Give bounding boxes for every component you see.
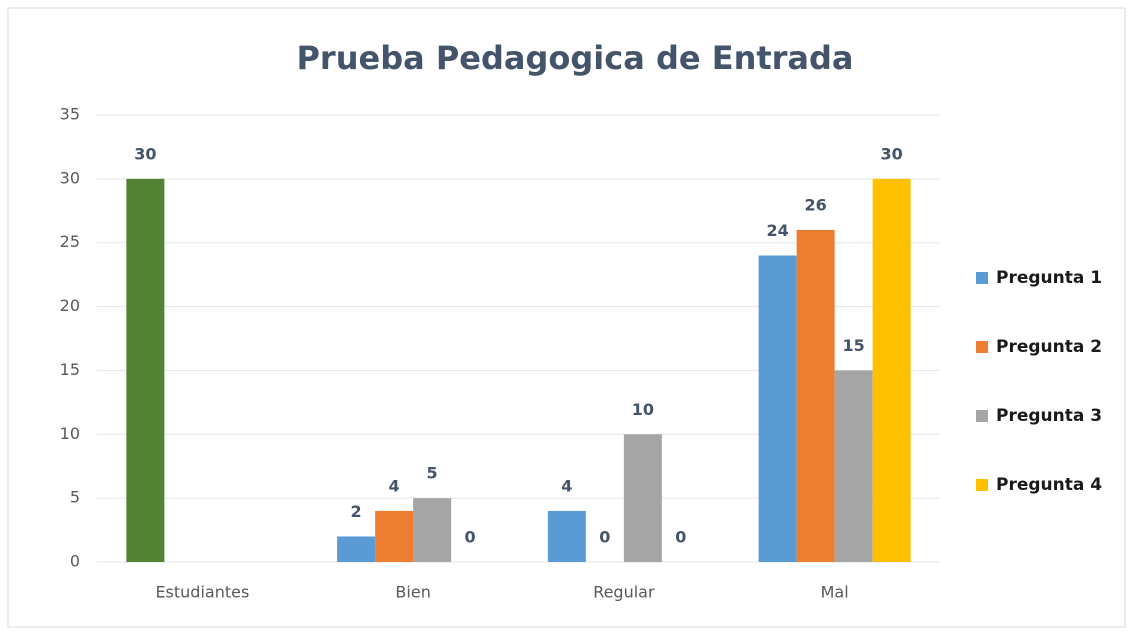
y-tick-label: 15 — [60, 360, 80, 379]
bar — [834, 370, 873, 562]
x-tick-label: Regular — [593, 583, 655, 602]
y-tick-label: 10 — [60, 424, 80, 443]
data-label: 5 — [427, 464, 438, 483]
y-tick-label: 0 — [70, 552, 80, 571]
y-tick-label: 30 — [60, 168, 80, 187]
bar — [126, 178, 165, 562]
legend-label: Pregunta 2 — [996, 337, 1102, 357]
data-label: 24 — [766, 221, 788, 240]
legend-label: Pregunta 3 — [996, 406, 1102, 426]
data-label: 4 — [561, 476, 572, 495]
bar — [758, 255, 797, 562]
data-label: 2 — [351, 502, 362, 521]
data-label: 30 — [134, 144, 156, 163]
bar — [337, 536, 376, 562]
legend-label: Pregunta 4 — [996, 475, 1102, 495]
data-label: 26 — [804, 195, 826, 214]
bar — [623, 434, 662, 562]
data-label: 15 — [842, 336, 864, 355]
x-tick-label: Estudiantes — [155, 583, 249, 602]
legend-swatch — [976, 410, 988, 422]
y-tick-label: 35 — [60, 105, 80, 124]
bar — [375, 510, 414, 562]
data-label: 30 — [880, 144, 902, 163]
bar — [547, 510, 586, 562]
bar — [796, 229, 835, 562]
y-tick-label: 25 — [60, 232, 80, 251]
legend-swatch — [976, 479, 988, 491]
x-tick-label: Bien — [395, 583, 430, 602]
chart-title: Prueba Pedagogica de Entrada — [296, 39, 853, 77]
data-label: 10 — [632, 400, 654, 419]
x-tick-label: Mal — [821, 583, 849, 602]
data-label: 0 — [599, 528, 610, 547]
data-label: 4 — [389, 476, 400, 495]
legend-label: Pregunta 1 — [996, 268, 1102, 288]
bar — [872, 178, 911, 562]
legend-swatch — [976, 272, 988, 284]
bar — [413, 498, 452, 562]
y-tick-label: 5 — [70, 488, 80, 507]
legend-swatch — [976, 341, 988, 353]
data-label: 0 — [465, 528, 476, 547]
y-tick-label: 20 — [60, 296, 80, 315]
data-label: 0 — [675, 528, 686, 547]
